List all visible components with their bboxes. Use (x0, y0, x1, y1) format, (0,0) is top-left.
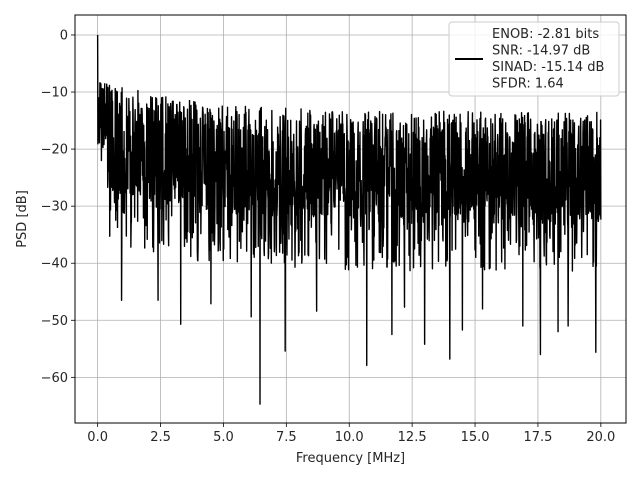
y-axis-label: PSD [dB] (15, 190, 30, 248)
legend-line-sfdr: SFDR: 1.64 (492, 77, 564, 92)
psd-series-line (96, 34, 602, 405)
x-tick-label: 0.0 (87, 430, 108, 445)
x-axis-label: Frequency [MHz] (296, 451, 405, 466)
y-tick-label: −50 (41, 314, 68, 329)
x-tick-label: 7.5 (276, 430, 297, 445)
x-tick-label: 5.0 (213, 430, 234, 445)
y-tick-label: 0 (60, 28, 68, 43)
legend: ENOB: -2.81 bits SNR: -14.97 dB SINAD: -… (448, 21, 620, 97)
x-tick-label: 17.5 (523, 430, 552, 445)
legend-line-snr: SNR: -14.97 dB (492, 44, 590, 59)
x-tick-label: 2.5 (150, 430, 171, 445)
legend-box (448, 21, 620, 97)
y-tick-label: −10 (41, 86, 68, 101)
x-tick-label: 10.0 (335, 430, 364, 445)
plot-frame (74, 14, 627, 424)
y-tick-label: −40 (41, 257, 68, 272)
y-tick-label: −60 (41, 371, 68, 386)
legend-line-sinad: SINAD: -15.14 dB (492, 60, 604, 75)
x-tick-label: 20.0 (586, 430, 615, 445)
series-layer (96, 34, 602, 405)
y-tick-label: −20 (41, 143, 68, 158)
x-tick-label: 12.5 (398, 430, 427, 445)
y-tick-label: −30 (41, 200, 68, 215)
x-tick-label: 15.0 (461, 430, 490, 445)
axis-ticks: 0.0 2.5 5.0 7.5 10.0 12.5 15.0 17.5 20.0 0 −10 −20 −… (41, 28, 616, 445)
legend-line-enob: ENOB: -2.81 bits (492, 27, 599, 42)
